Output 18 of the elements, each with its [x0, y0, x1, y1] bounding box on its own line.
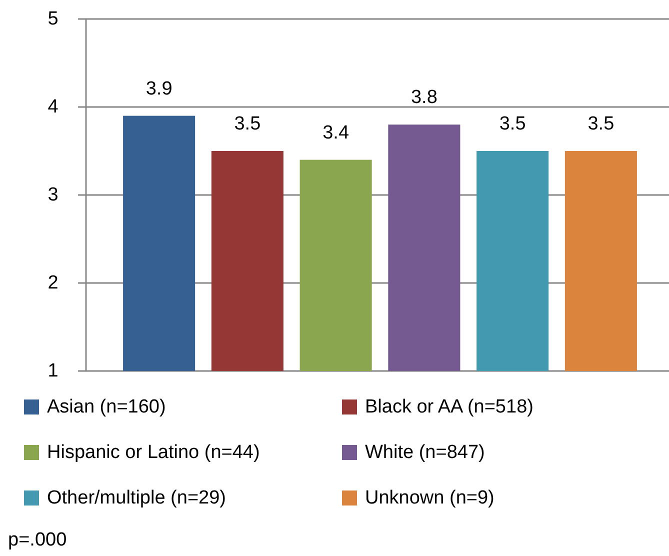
y-tick-label: 4 [48, 96, 59, 118]
legend-label: Hispanic or Latino (n=44) [47, 442, 260, 463]
legend-label: Black or AA (n=518) [365, 396, 534, 418]
data-label: 3.9 [146, 78, 172, 100]
legend-label: White (n=847) [365, 442, 485, 463]
data-label: 3.8 [410, 87, 438, 108]
legend-label: Other/multiple (n=29) [47, 488, 226, 508]
legend-label: Asian (n=160) [47, 396, 166, 418]
y-tick-label: 5 [48, 8, 58, 30]
y-tick-label: 1 [48, 360, 58, 382]
data-label: 3.5 [588, 114, 614, 134]
legend-label: Unknown (n=9) [365, 488, 494, 508]
y-tick-label: 3 [48, 184, 58, 206]
text: p=.000 [8, 530, 67, 550]
data-label: 3.4 [322, 122, 350, 144]
y-tick-label: 2 [48, 272, 58, 294]
data-label: 3.5 [234, 114, 261, 134]
data-label: 3.5 [499, 114, 526, 134]
